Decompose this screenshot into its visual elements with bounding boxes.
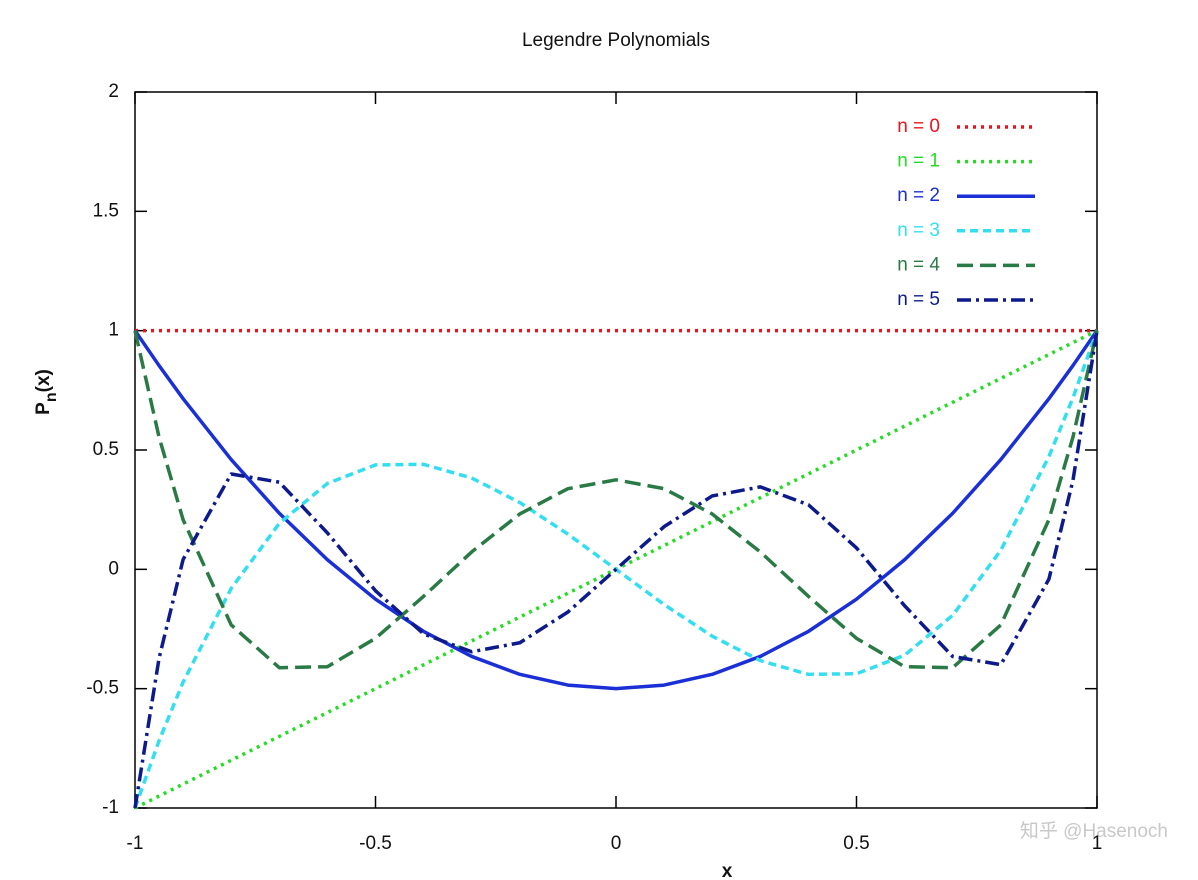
plot-frame bbox=[134, 91, 1098, 809]
y-axis-label: Pn(x) bbox=[33, 369, 60, 415]
legend-label: n = 0 bbox=[897, 116, 940, 137]
series-line bbox=[133, 330, 1099, 809]
legend-label: n = 3 bbox=[897, 220, 940, 241]
y-tick-label: 1.5 bbox=[93, 200, 119, 221]
y-tick-label: -0.5 bbox=[86, 678, 119, 699]
x-tick-label: 0 bbox=[611, 833, 622, 854]
y-tick-label: 2 bbox=[108, 81, 119, 102]
y-tick-label: 0.5 bbox=[93, 439, 119, 460]
series-line bbox=[133, 329, 1099, 691]
y-tick-label: -1 bbox=[102, 797, 119, 818]
y-label-main: P bbox=[33, 402, 54, 415]
chart-title: Legendre Polynomials bbox=[522, 30, 710, 51]
y-tick-label: 1 bbox=[108, 320, 119, 341]
y-label-sub: n bbox=[43, 392, 60, 402]
x-tick-label: -0.5 bbox=[359, 833, 392, 854]
watermark: 知乎 @Hasenoch bbox=[1020, 820, 1168, 842]
x-tick-label: 0.5 bbox=[843, 833, 869, 854]
legend-label: n = 5 bbox=[897, 289, 940, 310]
x-axis-label: x bbox=[722, 861, 733, 880]
y-tick-label: 0 bbox=[108, 558, 119, 579]
legend-label: n = 1 bbox=[897, 151, 940, 172]
legend-label: n = 4 bbox=[897, 254, 940, 275]
x-tick-label: 1 bbox=[1092, 833, 1103, 854]
x-tick-label: -1 bbox=[127, 833, 144, 854]
y-label-tail: (x) bbox=[33, 369, 54, 392]
series-line bbox=[133, 330, 1099, 670]
legend-label: n = 2 bbox=[897, 185, 940, 206]
